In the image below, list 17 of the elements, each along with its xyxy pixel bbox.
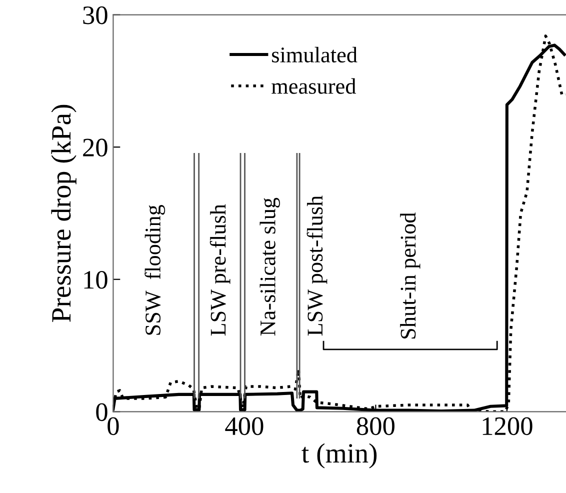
- annotation: LSW post-flush: [306, 196, 328, 336]
- x-tick-label: 800: [356, 417, 394, 436]
- annotation: Shut-in period: [400, 212, 420, 338]
- y-tick-label: 30: [83, 6, 108, 24]
- x-axis-title: t (min): [302, 443, 377, 468]
- y-tick-label: 10: [84, 270, 108, 289]
- annotation: Na-silicate slug: [260, 198, 280, 336]
- legend-label: measured: [272, 78, 356, 94]
- x-tick-label: 400: [225, 417, 264, 436]
- y-tick-label: 20: [83, 138, 108, 156]
- annotation: SSW flooding: [144, 204, 166, 335]
- annotation: LSW pre-flush: [210, 204, 230, 336]
- legend-label: simulated: [272, 46, 358, 62]
- x-tick-label: 0: [108, 417, 119, 436]
- y-axis-title: Pressure drop (kPa): [51, 104, 76, 322]
- x-tick-label: 1200: [482, 417, 532, 436]
- y-tick-label: 0: [96, 403, 108, 422]
